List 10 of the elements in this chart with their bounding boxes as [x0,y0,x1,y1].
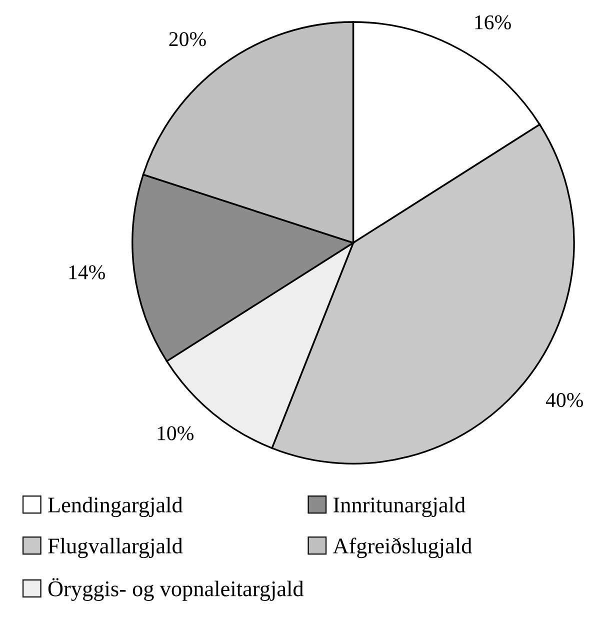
data-label: 16% [475,15,511,30]
legend-label: Öryggis- og vopnaleitargjald [48,578,304,601]
legend-label: Afgreiðslugjald [332,538,472,558]
legend-label: Innritunargjald [334,496,466,518]
data-label: 10% [158,426,194,440]
data-label: 14% [69,265,105,280]
legend-label: Lendingargjald [48,496,183,518]
data-label: 40% [546,393,583,408]
legend-label: Flugvallargjald [48,538,183,558]
data-label: 20% [169,32,206,46]
